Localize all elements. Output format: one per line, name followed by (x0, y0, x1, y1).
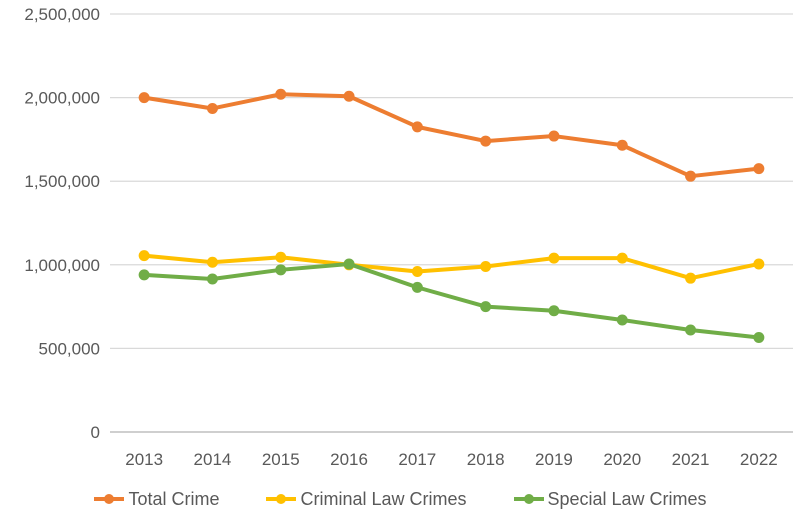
data-point-total-crime-2020 (616, 139, 628, 151)
data-point-special-law-crimes-2017 (411, 281, 423, 293)
data-point-special-law-crimes-2016 (343, 258, 355, 270)
legend-item-special-law-crimes: Special Law Crimes (513, 489, 707, 510)
data-point-criminal-law-crimes-2022 (753, 258, 765, 270)
data-point-special-law-crimes-2022 (753, 332, 765, 344)
legend-marker-total-crime (94, 494, 125, 504)
legend-item-total-crime: Total Crime (93, 489, 219, 510)
data-point-criminal-law-crimes-2021 (685, 272, 697, 284)
data-point-total-crime-2017 (411, 121, 423, 133)
data-point-total-crime-2014 (206, 102, 218, 114)
series-line-special-law-crimes (142, 261, 761, 340)
data-point-total-crime-2022 (753, 163, 765, 175)
data-point-criminal-law-crimes-2017 (411, 265, 423, 277)
chart-legend: Total Crime Criminal Law Crimes Special La… (0, 482, 800, 516)
data-point-criminal-law-crimes-2013 (138, 250, 150, 262)
data-point-special-law-crimes-2013 (138, 269, 150, 281)
x-tick-label: 2016 (330, 450, 368, 469)
data-point-criminal-law-crimes-2019 (548, 252, 560, 264)
data-point-criminal-law-crimes-2020 (616, 252, 628, 264)
data-point-special-law-crimes-2015 (275, 264, 287, 276)
data-point-total-crime-2015 (275, 88, 287, 100)
data-point-total-crime-2019 (548, 130, 560, 142)
legend-item-criminal-law-crimes: Criminal Law Crimes (265, 488, 467, 510)
x-tick-label: 2013 (125, 450, 163, 469)
x-tick-label: 2020 (603, 450, 641, 469)
series-line-criminal-law-crimes (142, 253, 761, 281)
x-tick-label: 2022 (740, 450, 778, 469)
y-tick-label: 1,500,000 (24, 172, 100, 191)
data-point-criminal-law-crimes-2015 (275, 251, 287, 263)
series-line-total-crime (142, 92, 761, 179)
legend-label-criminal-law-crimes: Criminal Law Crimes (300, 488, 467, 509)
data-point-special-law-crimes-2021 (685, 324, 697, 336)
data-point-total-crime-2021 (685, 170, 697, 182)
data-point-criminal-law-crimes-2014 (206, 256, 218, 268)
data-point-special-law-crimes-2019 (548, 305, 560, 317)
data-point-total-crime-2018 (480, 135, 492, 147)
x-tick-label: 2021 (672, 450, 710, 469)
legend-marker-special-law-crimes (513, 494, 544, 504)
data-point-criminal-law-crimes-2018 (480, 260, 492, 272)
y-tick-label: 2,500,000 (24, 5, 100, 24)
x-tick-label: 2019 (535, 450, 573, 469)
y-tick-label: 2,000,000 (24, 89, 100, 108)
x-tick-label: 2017 (398, 450, 436, 469)
data-point-total-crime-2013 (138, 92, 150, 104)
data-point-special-law-crimes-2014 (206, 273, 218, 285)
legend-label-total-crime: Total Crime (128, 488, 220, 509)
legend-marker-criminal-law-crimes (266, 494, 297, 504)
data-point-special-law-crimes-2020 (616, 314, 628, 326)
x-tick-label: 2014 (194, 450, 232, 469)
data-point-total-crime-2016 (343, 90, 355, 102)
line-chart-plot-area: 0 500,000 1,000,000 1,500,000 2,000,000 2,500… (24, 5, 793, 469)
x-tick-label: 2015 (262, 450, 300, 469)
x-tick-label: 2018 (467, 450, 505, 469)
legend-label-special-law-crimes: Special Law Crimes (547, 488, 707, 509)
data-point-special-law-crimes-2018 (480, 301, 492, 313)
y-tick-label: 1,000,000 (24, 256, 100, 275)
y-tick-label: 0 (91, 423, 100, 442)
y-tick-label: 500,000 (39, 339, 100, 358)
